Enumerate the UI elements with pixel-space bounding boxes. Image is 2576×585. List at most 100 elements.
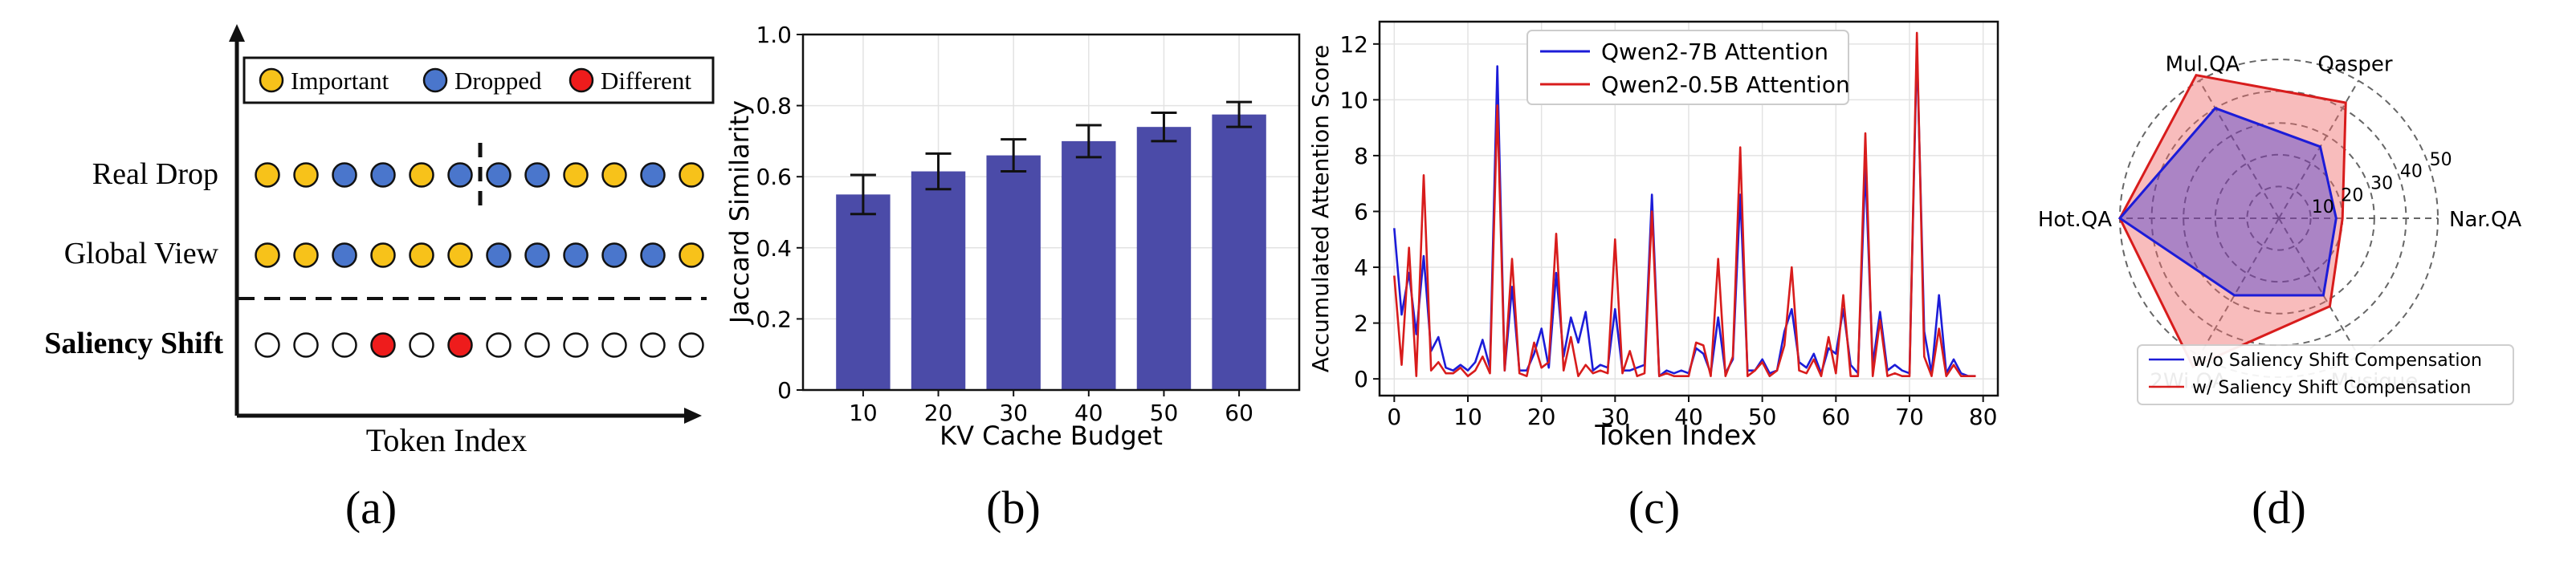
token-dot xyxy=(640,332,666,358)
panel-b-yticks: 0 0.2 0.4 0.6 0.8 1.0 xyxy=(756,22,803,404)
token-dot xyxy=(255,332,280,358)
panel-c-legend-box xyxy=(1526,30,1849,105)
ytick-label: 1.0 xyxy=(756,22,792,48)
radar-spoke xyxy=(2278,80,2359,219)
xtick-label: 80 xyxy=(1969,404,1998,430)
legend-different-marker xyxy=(569,67,594,93)
panel-b: 0 0.2 0.4 0.6 0.8 1.0 10 20 30 40 50 60 KV Cache B… xyxy=(724,22,1301,534)
xtick-label: 60 xyxy=(1225,400,1253,426)
radar-ring xyxy=(2246,185,2312,251)
token-dot xyxy=(563,242,589,268)
panel-b-frame xyxy=(801,33,1301,392)
legend-important-label: Important xyxy=(291,67,389,95)
panel-c-ylabel: Accumulated Attention Score xyxy=(1307,45,1334,373)
ytick-label: 12 xyxy=(1339,31,1368,58)
panel-c-yticks: 0 2 4 6 8 10 12 xyxy=(1339,31,1380,392)
ytick-label: 6 xyxy=(1354,198,1368,225)
panel-a: Important Dropped Different Real Drop Gl… xyxy=(44,24,715,534)
token-dot xyxy=(370,162,396,188)
bar xyxy=(1136,127,1192,390)
xtick-label: 30 xyxy=(999,400,1028,426)
token-dot xyxy=(486,332,512,358)
radar-axis-label: Qasper xyxy=(2317,53,2392,77)
token-dot xyxy=(447,242,473,268)
token-dot xyxy=(293,242,319,268)
token-dot xyxy=(640,242,666,268)
xtick-label: 20 xyxy=(1527,404,1556,430)
xtick-label: 70 xyxy=(1895,404,1924,430)
bar xyxy=(836,194,891,390)
legend-important-marker xyxy=(259,67,284,93)
token-dot xyxy=(486,242,512,268)
token-dot xyxy=(409,332,434,358)
xtick-label: 10 xyxy=(849,400,878,426)
panel-d-polygons xyxy=(2117,74,2347,369)
bar xyxy=(911,171,966,390)
token-dot xyxy=(370,242,396,268)
panel-c: 0 2 4 6 8 10 12 0 10 20 30 40 50 60 70 80 Qwen2-7B Att… xyxy=(1307,20,1999,534)
row-label-global-view: Global View xyxy=(64,237,219,270)
token-dot xyxy=(601,242,627,268)
ytick-label: 0.2 xyxy=(756,306,792,332)
token-dot xyxy=(447,162,473,188)
radial-tick-label: 10 xyxy=(2312,197,2334,217)
token-dot xyxy=(293,162,319,188)
panel-c-caption: (c) xyxy=(1628,481,1680,534)
legend-different-label: Different xyxy=(601,67,691,95)
panel-d-legend-box xyxy=(2137,344,2514,405)
radar-axis-label: Nar.QA xyxy=(2449,208,2521,232)
token-dot xyxy=(447,332,473,358)
xtick-label: 60 xyxy=(1822,404,1851,430)
token-dot xyxy=(563,162,589,188)
radial-tick-label: 20 xyxy=(2341,185,2363,205)
xtick-label: 0 xyxy=(1387,404,1401,430)
bar xyxy=(1212,114,1266,391)
token-dot xyxy=(524,162,550,188)
ytick-label: 0.6 xyxy=(756,164,792,190)
legend-qwen7b-label: Qwen2-7B Attention xyxy=(1601,39,1828,65)
panel-a-dot-grid xyxy=(255,162,704,358)
token-dot xyxy=(524,242,550,268)
legend-dropped-marker xyxy=(422,67,448,93)
token-dot xyxy=(409,242,434,268)
bar xyxy=(1062,140,1116,390)
token-dot xyxy=(486,162,512,188)
xtick-label: 50 xyxy=(1150,400,1179,426)
token-dot xyxy=(332,242,357,268)
panel-b-xticks: 10 20 30 40 50 60 xyxy=(849,390,1253,426)
panel-a-y-arrowhead xyxy=(229,24,245,42)
radial-tick-label: 40 xyxy=(2400,162,2423,182)
token-dot xyxy=(640,162,666,188)
row-label-real-drop: Real Drop xyxy=(92,157,218,191)
ytick-label: 2 xyxy=(1354,311,1368,337)
panel-a-caption: (a) xyxy=(345,481,397,534)
panel-b-caption: (b) xyxy=(986,481,1041,534)
token-dot xyxy=(293,332,319,358)
token-dot xyxy=(524,332,550,358)
ytick-label: 4 xyxy=(1354,254,1368,281)
radar-spoke xyxy=(2199,217,2280,356)
panel-a-legend-box xyxy=(243,56,715,104)
token-dot xyxy=(255,162,280,188)
ytick-label: 0 xyxy=(777,377,792,404)
panel-b-bars xyxy=(836,100,1266,391)
panel-c-xticks: 0 10 20 30 40 50 60 70 80 xyxy=(1387,396,1997,430)
legend-dropped-label: Dropped xyxy=(454,67,542,95)
panel-c-xlabel: Token Index xyxy=(1594,420,1756,452)
token-dot xyxy=(370,332,396,358)
ytick-label: 0.4 xyxy=(756,235,792,262)
panel-d-spokes xyxy=(2120,80,2438,356)
radial-tick-label: 50 xyxy=(2430,150,2452,170)
token-dot xyxy=(409,162,434,188)
panel-b-ylabel: Jaccard Similarity xyxy=(724,100,755,325)
panel-a-xlabel: Token Index xyxy=(366,422,527,458)
xtick-label: 10 xyxy=(1453,404,1482,430)
token-dot xyxy=(255,242,280,268)
ytick-label: 10 xyxy=(1339,87,1368,113)
panel-c-lines xyxy=(1393,31,1976,378)
panel-a-x-arrowhead xyxy=(684,408,702,424)
xtick-label: 30 xyxy=(1601,404,1630,430)
radial-tick-label: 30 xyxy=(2370,173,2393,193)
